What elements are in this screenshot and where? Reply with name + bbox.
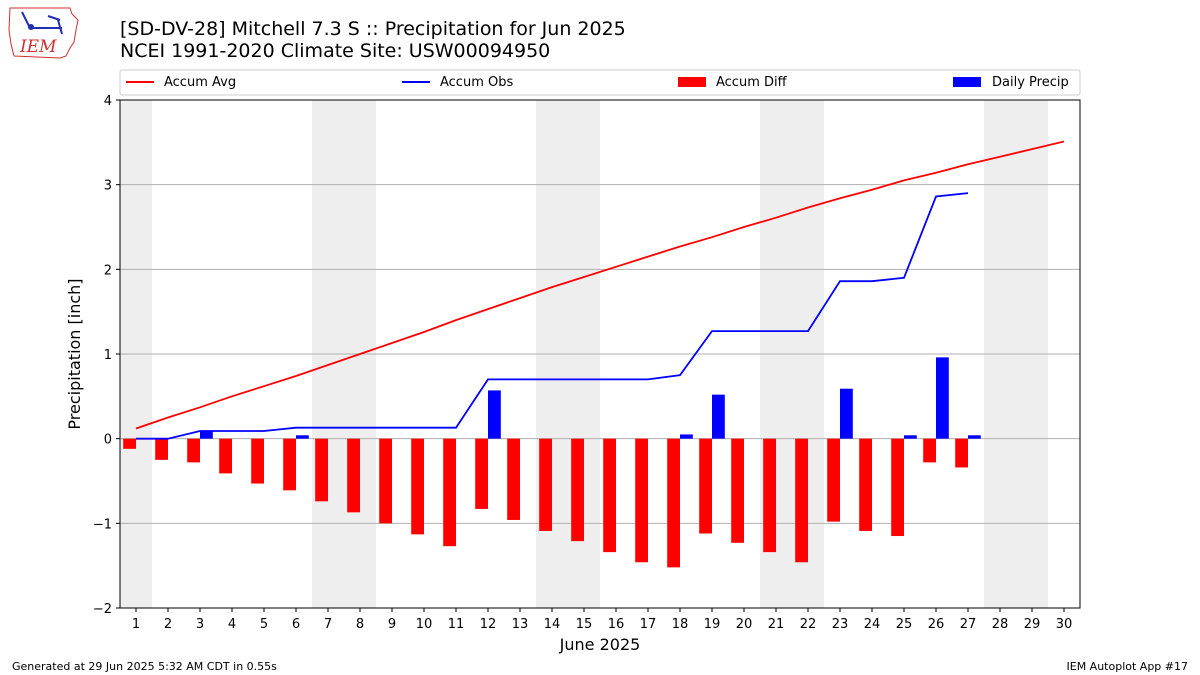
accum-diff-bar [347,438,360,513]
accum-diff-bar [379,438,392,524]
weather-station-icon [21,11,63,35]
accum-diff-bar [923,438,936,463]
y-tick-label: 4 [104,94,112,109]
accum-diff-bar [763,438,776,553]
x-tick-label: 11 [448,617,465,632]
footer-generated: Generated at 29 Jun 2025 5:32 AM CDT in … [12,660,277,673]
daily-precip-bar [712,394,725,439]
legend-swatch-daily-precip [953,77,981,87]
accum-diff-bar [539,438,552,531]
y-tick-label: 3 [104,179,112,194]
x-tick-label: 8 [356,617,364,632]
x-tick-label: 26 [928,617,945,632]
x-tick-label: 24 [864,617,881,632]
y-tick-label: 0 [104,433,112,448]
accum-diff-bar [891,438,904,537]
legend-frame [119,69,1081,96]
x-tick-label: 19 [704,617,721,632]
logo-text: IEM [19,37,57,57]
legend-label-accum-avg: Accum Avg [164,75,236,90]
x-tick-label: 13 [512,617,529,632]
accum-diff-bar [859,438,872,531]
y-tick-label: 2 [104,263,112,278]
bars [123,357,981,568]
x-tick-label: 28 [992,617,1009,632]
daily-precip-bar [936,357,949,439]
daily-precip-bar [968,435,981,439]
x-axis-ticks: 1 2 3 4 5 6 7 8 9 10 11 12 13 14 15 16 17 18 19 20 21 22 23 24 2… [132,608,1072,632]
x-axis-label: June 2025 [559,635,641,654]
accum-diff-bar [699,438,712,534]
daily-precip-bar [200,431,213,439]
x-tick-label: 3 [196,617,204,632]
footer-app: IEM Autoplot App #17 [1067,660,1189,673]
accum-avg-line [135,140,1065,430]
legend-label-accum-obs: Accum Obs [440,75,513,90]
iem-logo: IEM [8,7,79,59]
x-tick-label: 30 [1056,617,1073,632]
x-tick-label: 23 [832,617,849,632]
accum-diff-bar [187,438,200,463]
legend-label-daily-precip: Daily Precip [992,75,1069,90]
y-axis-label: Precipitation [inch] [65,278,84,429]
y-gridlines [120,184,1080,524]
x-tick-label: 15 [576,617,593,632]
station-dot-icon [28,24,34,30]
x-tick-label: 10 [416,617,433,632]
x-tick-label: 2 [164,617,172,632]
x-tick-label: 5 [260,617,268,632]
y-axis-ticks: −2 −1 0 1 2 3 4 [93,94,120,617]
accum-diff-bar [123,438,136,449]
accum-diff-bar [795,438,808,563]
daily-precip-bar [904,435,917,439]
accum-diff-bar [283,438,296,491]
legend-label-accum-diff: Accum Diff [716,75,788,90]
accum-diff-bar [315,438,328,502]
accum-diff-bar [475,438,488,509]
x-tick-label: 21 [768,617,785,632]
x-tick-label: 20 [736,617,753,632]
x-tick-label: 6 [292,617,300,632]
daily-precip-bar [296,435,309,439]
x-tick-label: 4 [228,617,236,632]
lines [135,140,1065,440]
y-tick-label: −2 [93,602,112,617]
accum-diff-bar [507,438,520,520]
chart-title: [SD-DV-28] Mitchell 7.3 S :: Precipitati… [120,18,626,40]
x-tick-label: 14 [544,617,561,632]
accum-obs-line [136,192,969,440]
daily-precip-bar [680,434,693,439]
accum-diff-bar [443,438,456,547]
y-tick-label: −1 [93,517,112,532]
accum-diff-bar [155,438,168,460]
chart-subtitle: NCEI 1991-2020 Climate Site: USW00094950 [120,40,550,62]
accum-diff-bar [955,438,968,468]
legend-swatch-accum-diff [678,77,706,87]
accum-diff-bar [635,438,648,563]
x-tick-label: 17 [640,617,657,632]
accum-diff-bar [219,438,232,474]
x-tick-label: 9 [388,617,396,632]
x-tick-label: 1 [132,617,140,632]
accum-diff-bar [251,438,264,484]
x-tick-label: 29 [1024,617,1041,632]
x-tick-label: 18 [672,617,689,632]
x-tick-label: 27 [960,617,977,632]
y-tick-label: 1 [104,348,112,363]
x-tick-label: 7 [324,617,332,632]
x-tick-label: 22 [800,617,817,632]
x-tick-label: 12 [480,617,497,632]
daily-precip-bar [488,390,501,439]
accum-diff-bar [571,438,584,542]
x-tick-label: 16 [608,617,625,632]
accum-diff-bar [667,438,680,568]
accum-diff-bar [731,438,744,543]
legend: Accum Avg Accum Obs Accum Diff Daily Pre… [119,69,1081,96]
accum-diff-bar [411,438,424,535]
accum-diff-bar [603,438,616,553]
accum-diff-bar [827,438,840,522]
x-tick-label: 25 [896,617,913,632]
daily-precip-bar [840,388,853,439]
